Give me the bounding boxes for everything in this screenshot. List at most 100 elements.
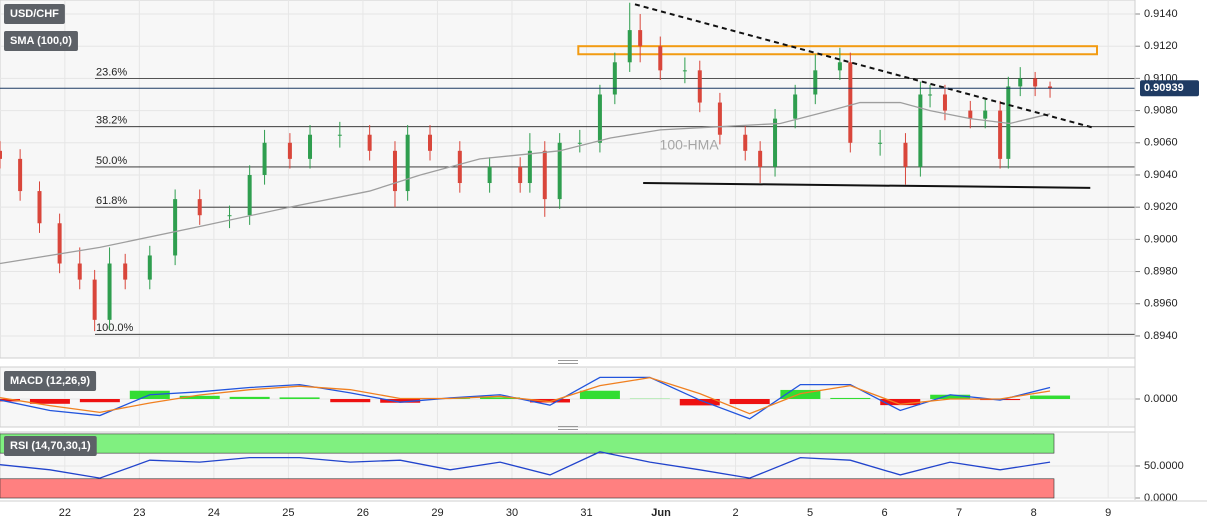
candle-body: [717, 102, 722, 135]
series-line: [0, 376, 1051, 420]
y-tick-label: 0.9000: [1144, 233, 1178, 245]
candle-body: [918, 94, 923, 167]
histogram-bar: [29, 399, 70, 404]
x-tick-label: 8: [1031, 507, 1037, 519]
histogram-bar: [930, 394, 971, 399]
annotation: 100-HMA: [660, 137, 720, 153]
candle-body: [968, 110, 973, 119]
candle-body: [542, 150, 547, 200]
histogram-bar: [179, 395, 220, 399]
y-tick-label: 0.8960: [1144, 298, 1178, 310]
candle-body: [308, 134, 313, 159]
x-tick-label: 26: [357, 507, 369, 519]
candle-body: [227, 215, 232, 217]
fib-label: 50.0%: [96, 155, 127, 167]
candle-body: [405, 134, 410, 192]
x-tick-label: 24: [208, 507, 220, 519]
legend-label: MACD (12,26,9): [10, 375, 90, 387]
candle-body: [197, 199, 202, 216]
candle-body: [173, 199, 178, 256]
candle-body: [18, 158, 23, 192]
candle-body: [848, 62, 853, 143]
fib-label: 23.6%: [96, 66, 127, 78]
candle-body: [287, 142, 292, 159]
candle-body: [773, 118, 778, 167]
rsi-band: [0, 433, 1055, 454]
x-tick-label: 2: [732, 507, 738, 519]
candle-body: [837, 62, 842, 71]
candle-body: [998, 110, 1003, 159]
histogram-bar: [79, 399, 120, 403]
y-tick-label: 50.0000: [1144, 460, 1184, 472]
candle-body: [247, 174, 252, 216]
series-line: [0, 451, 1051, 479]
resistance-zone: [577, 45, 1098, 56]
candle-body: [392, 150, 397, 192]
last-price-box: [1140, 80, 1199, 97]
fib-label: 38.2%: [96, 115, 127, 127]
histogram-bar: [579, 390, 620, 399]
x-tick-label: 5: [807, 507, 813, 519]
y-tick-label: 0.9140: [1144, 8, 1178, 20]
candle-body: [107, 263, 112, 320]
candle-body: [697, 70, 702, 103]
trend-line: [643, 182, 1091, 189]
histogram-bar: [679, 399, 720, 406]
candle-body: [793, 94, 798, 119]
histogram-bar: [330, 399, 371, 403]
fib-label: 100.0%: [96, 322, 134, 334]
histogram-bar: [229, 396, 270, 399]
candle-body: [337, 134, 342, 136]
candle-body: [983, 110, 988, 119]
histogram-bar: [830, 397, 871, 399]
legend-box: [4, 371, 97, 391]
histogram-bar: [480, 397, 521, 399]
candle-body: [1033, 78, 1038, 87]
x-tick-label: 25: [282, 507, 294, 519]
candle-body: [262, 142, 267, 175]
candle-body: [743, 134, 748, 151]
candle-body: [597, 94, 602, 143]
histogram-bar: [1030, 395, 1071, 399]
y-tick-label: 0.9060: [1144, 137, 1178, 149]
legend-box: [4, 436, 97, 456]
candle-body: [627, 30, 632, 63]
legend-box: [4, 4, 65, 24]
candle-body: [77, 263, 82, 280]
candle-body: [57, 223, 62, 264]
candle-body: [0, 150, 2, 159]
y-tick-label: 0.8940: [1144, 330, 1178, 342]
legend-label: SMA (100,0): [10, 35, 72, 47]
candle-body: [487, 166, 492, 184]
y-tick-label: 0.9080: [1144, 104, 1178, 116]
histogram-bar: [780, 389, 821, 399]
rsi-band: [0, 478, 1055, 499]
y-tick-label: 0.9120: [1144, 40, 1178, 52]
x-tick-label: 7: [956, 507, 962, 519]
candle-body: [758, 150, 763, 167]
candle-body: [527, 150, 532, 184]
y-tick-label: 0.8980: [1144, 265, 1178, 277]
legend-box: [4, 31, 78, 51]
series-line: [0, 101, 1051, 265]
x-tick-label: 31: [580, 507, 592, 519]
y-tick-label: 0.9020: [1144, 201, 1178, 213]
candle-body: [367, 134, 372, 151]
x-tick-label: 30: [506, 507, 518, 519]
y-tick-label: 0.0000: [1144, 492, 1178, 504]
histogram-bar: [279, 397, 320, 399]
candle-body: [682, 70, 687, 72]
x-tick-label: Jun: [651, 507, 671, 519]
candle-body: [92, 279, 97, 320]
candle-body: [638, 30, 643, 47]
candle-body: [1018, 78, 1023, 87]
x-tick-label: 23: [133, 507, 145, 519]
candle-body: [37, 191, 42, 224]
candle-body: [942, 94, 947, 111]
candle-body: [557, 142, 562, 200]
legend-label: RSI (14,70,30,1): [10, 440, 91, 452]
histogram-bar: [380, 399, 421, 403]
candle-body: [903, 142, 908, 167]
last-price-label: 0.90939: [1144, 82, 1184, 94]
